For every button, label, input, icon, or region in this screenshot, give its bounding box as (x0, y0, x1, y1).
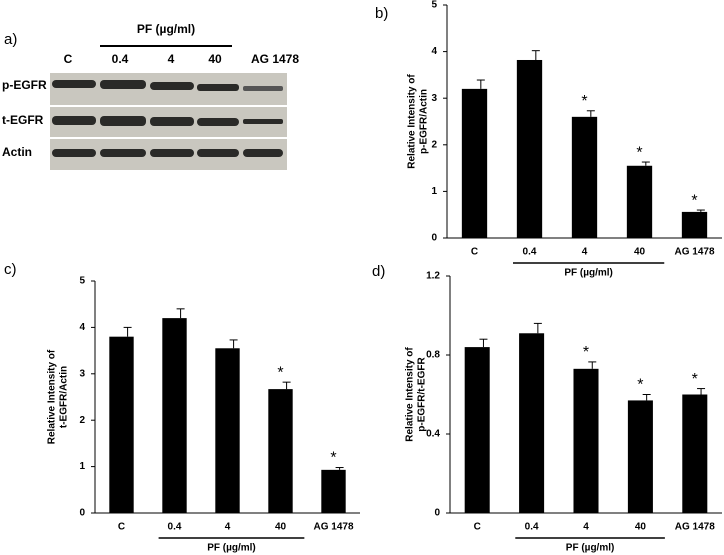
bar-chart: d) Relative Intensity of p-EGFR/t-EGFR 0 0.4… (372, 263, 722, 554)
x-tick-label: 0.4 (523, 247, 537, 258)
y-axis-label: p-EGFR/t-EGFR (417, 357, 428, 432)
x-tick-label: C (118, 522, 125, 533)
x-tick-label: 40 (635, 522, 647, 533)
significance: * (692, 371, 698, 388)
lane-label: 0.4 (112, 52, 129, 66)
y-tick-label: 0 (434, 508, 440, 519)
x-tick-label: 0.4 (168, 522, 182, 533)
bands (52, 80, 283, 157)
x-tick-label: AG 1478 (674, 247, 714, 258)
lane-label: C (64, 52, 73, 66)
bar (321, 469, 346, 513)
y-tick-label: 2 (431, 139, 437, 150)
x-tick-label: 40 (275, 522, 287, 533)
bar (519, 333, 545, 513)
bar (571, 116, 598, 238)
significance: * (583, 344, 589, 361)
y-tick-label: 5 (79, 276, 85, 287)
significance: * (636, 144, 642, 161)
bar (626, 165, 653, 238)
group-label: PF (µg/ml) (207, 543, 256, 554)
blot-panel: a) PF (µg/ml) C 0.4 4 40 AG 1478 p-EGFR … (2, 22, 299, 170)
significance: * (277, 364, 283, 381)
panel-title: d) (372, 263, 385, 280)
y-tick-label: 4 (79, 322, 85, 333)
bar (215, 348, 240, 513)
y-axis-label: Relative Intensity of (47, 349, 58, 444)
bar (682, 394, 708, 513)
bar (681, 211, 708, 238)
y-tick-label: 1 (79, 461, 85, 472)
bar (516, 59, 543, 238)
y-axis-label: Relative Intensity of (407, 74, 418, 169)
group-label: PF (µg/ml) (564, 268, 613, 279)
bar-chart: c) Relative Intensity of t-EGFR/Actin 0 1 2 3 4… (4, 261, 360, 554)
x-tick-label: 0.4 (525, 522, 539, 533)
bar (162, 318, 187, 513)
y-tick-label: 1.2 (426, 271, 440, 282)
y-tick-label: 0 (79, 508, 85, 519)
x-tick-label: AG 1478 (313, 522, 353, 533)
significance: * (581, 93, 587, 110)
significance: * (691, 192, 697, 209)
panel-title: c) (4, 261, 17, 278)
panel-title: a) (4, 31, 17, 48)
row-label: t-EGFR (2, 113, 44, 127)
bar (109, 336, 134, 513)
significance: * (637, 377, 643, 394)
y-tick-label: 1 (431, 186, 437, 197)
x-tick-label: 4 (582, 247, 588, 258)
lane-label: 40 (208, 52, 222, 66)
bar (461, 88, 488, 238)
y-tick-label: 3 (79, 368, 85, 379)
x-tick-label: 40 (634, 247, 646, 258)
y-tick-label: 0 (431, 233, 437, 244)
x-tick-label: AG 1478 (675, 522, 715, 533)
group-label: PF (µg/ml) (137, 22, 195, 36)
y-tick-label: 0.8 (426, 350, 440, 361)
significance: * (330, 450, 336, 467)
row-label: Actin (2, 145, 32, 159)
lane-label: 4 (168, 52, 175, 66)
y-tick-label: 4 (431, 46, 437, 57)
group-label: PF (µg/ml) (566, 543, 615, 554)
bar (627, 400, 653, 513)
y-tick-label: 2 (79, 415, 85, 426)
x-tick-label: C (471, 247, 478, 258)
y-tick-label: 0.4 (426, 429, 440, 440)
bar-chart: b) Relative Intensity of p-EGFR/Actin 0 1 2 3 4… (375, 0, 722, 279)
bar (268, 389, 293, 513)
x-tick-label: 4 (583, 522, 589, 533)
bar (464, 347, 490, 513)
panel-title: b) (375, 5, 388, 22)
bar (573, 368, 599, 513)
y-axis-label: Relative Intensity of (405, 347, 416, 442)
y-tick-label: 5 (431, 0, 437, 11)
lane-label: AG 1478 (251, 52, 299, 66)
row-label: p-EGFR (2, 78, 47, 92)
x-tick-label: 4 (225, 522, 231, 533)
x-tick-label: C (474, 522, 481, 533)
y-axis-label: p-EGFR/Actin (419, 89, 430, 154)
y-tick-label: 3 (431, 93, 437, 104)
y-axis-label: t-EGFR/Actin (59, 366, 70, 428)
